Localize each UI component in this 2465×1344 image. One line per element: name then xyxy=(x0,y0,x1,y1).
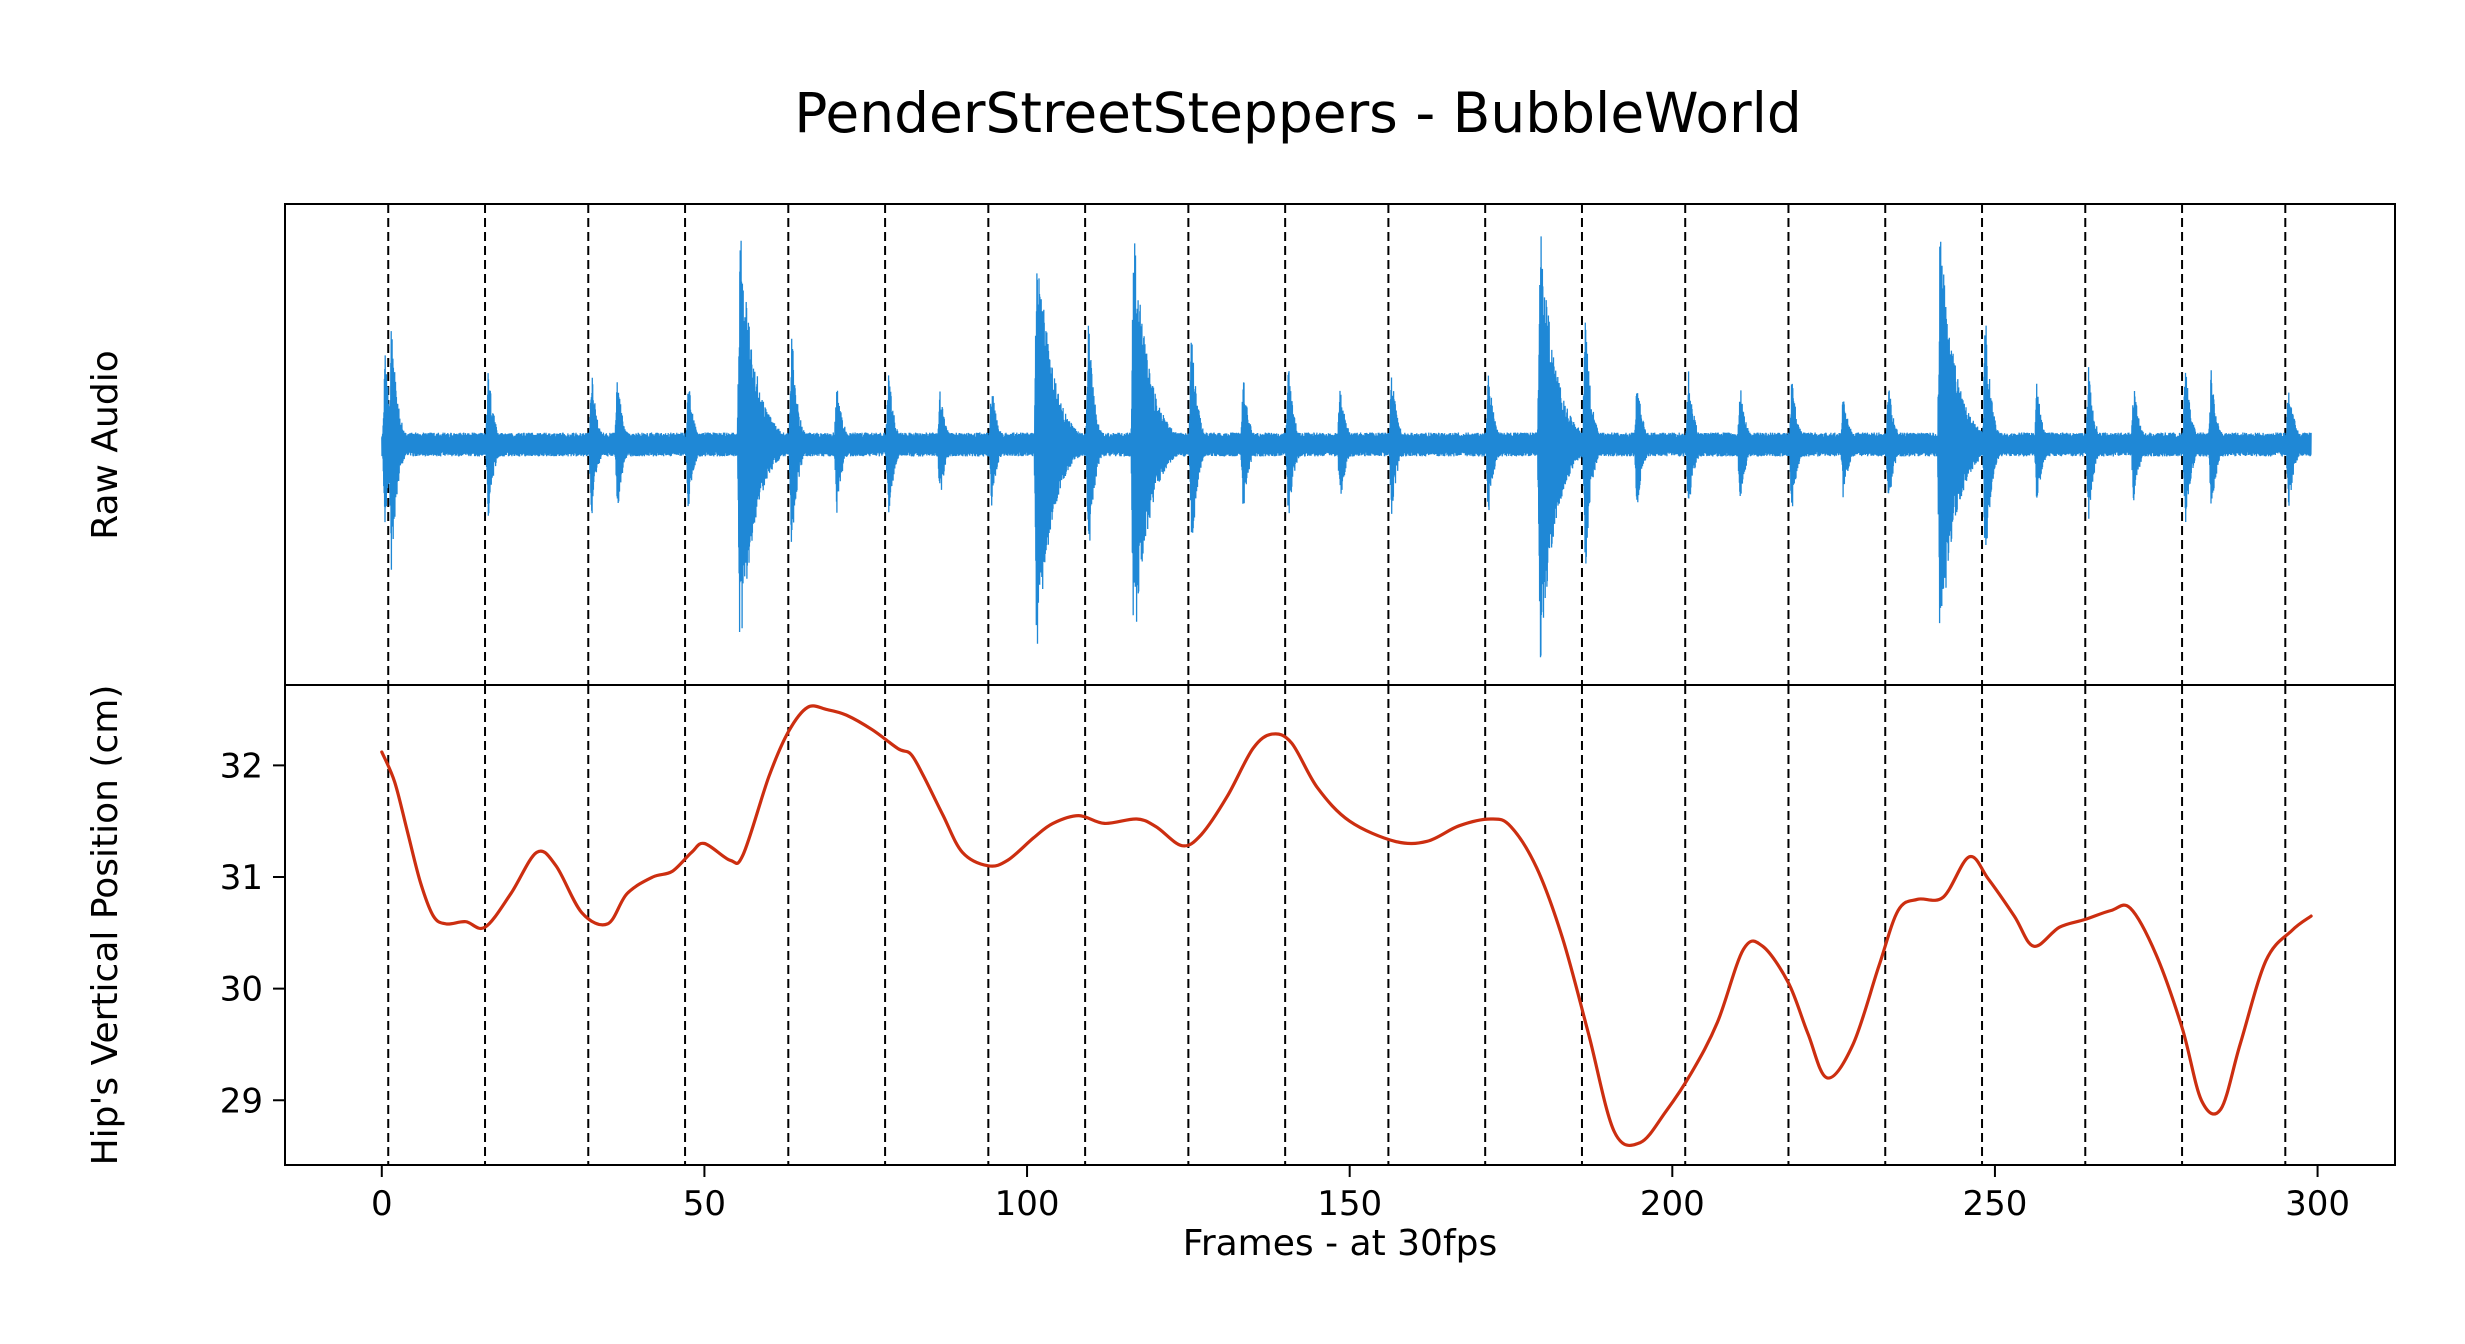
x-tick-label-300: 300 xyxy=(2285,1184,2350,1224)
audio-waveform xyxy=(381,236,2312,658)
x-tick-label-200: 200 xyxy=(1640,1184,1705,1224)
x-tick-label-150: 150 xyxy=(1317,1184,1382,1224)
chart-title: PenderStreetSteppers - BubbleWorld xyxy=(794,81,1802,145)
hip-ylabel: Hip's Vertical Position (cm) xyxy=(85,685,126,1166)
y-ticks: 29 30 31 32 xyxy=(220,746,285,1121)
audio-panel: Raw Audio xyxy=(85,203,2396,686)
y-tick-label-31: 31 xyxy=(220,858,263,898)
x-tick-label-0: 0 xyxy=(371,1184,393,1224)
x-tick-label-100: 100 xyxy=(995,1184,1060,1224)
hip-xlabel: Frames - at 30fps xyxy=(1183,1223,1498,1264)
x-ticks: 0 50 100 150 200 250 300 xyxy=(371,1165,2350,1224)
hip-panel: 0 50 100 150 200 250 300 29 30 31 32 Frames - at … xyxy=(85,684,2396,1264)
y-tick-label-30: 30 xyxy=(220,970,263,1010)
hip-beat-lines xyxy=(387,685,2287,1165)
y-tick-label-32: 32 xyxy=(220,746,263,786)
x-tick-label-50: 50 xyxy=(683,1184,726,1224)
hip-position-line xyxy=(380,704,2313,1148)
x-tick-label-250: 250 xyxy=(1962,1184,2027,1224)
y-tick-label-29: 29 xyxy=(220,1081,263,1121)
hip-panel-frame xyxy=(284,684,2396,1166)
audio-ylabel: Raw Audio xyxy=(85,350,126,540)
